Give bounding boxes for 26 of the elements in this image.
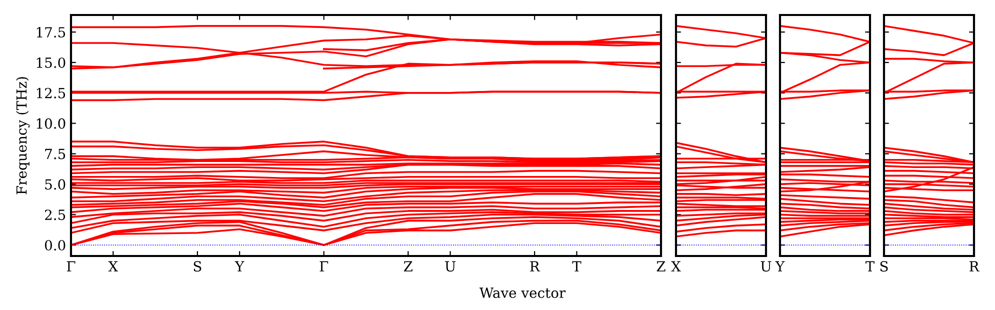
x-tick-label: X — [108, 261, 118, 272]
x-tick-label: Γ — [66, 261, 76, 272]
y-tick-label: 0.0 — [44, 240, 66, 251]
x-axis-title: Wave vector — [479, 288, 566, 298]
y-tick-label: 12.5 — [36, 88, 66, 98]
x-tick-label: U — [445, 261, 456, 272]
y-tick-label: 7.5 — [45, 148, 66, 160]
x-tick-label: U — [760, 261, 772, 272]
x-tick-label: T — [572, 261, 582, 272]
x-tick-label: Y — [234, 261, 244, 272]
x-tick-label: S — [880, 261, 888, 272]
x-tick-label: R — [970, 261, 980, 272]
x-tick-label: S — [194, 261, 202, 272]
y-tick-label: 17.5 — [36, 27, 66, 38]
y-axis-title: Frequency (THz) — [16, 77, 30, 194]
x-tick-label: Γ — [320, 261, 328, 272]
y-tick-label: 10.0 — [36, 118, 66, 129]
x-tick-label: T — [866, 261, 874, 272]
x-tick-label: Z — [656, 261, 666, 272]
y-tick-label: 2.5 — [44, 210, 66, 220]
x-tick-label: Z — [404, 261, 412, 272]
x-tick-label: R — [530, 261, 540, 272]
x-tick-label: X — [671, 261, 681, 272]
y-tick-label: 15.0 — [36, 57, 66, 68]
y-tick-label: 5.0 — [45, 179, 66, 190]
x-tick-label: Y — [775, 261, 785, 272]
